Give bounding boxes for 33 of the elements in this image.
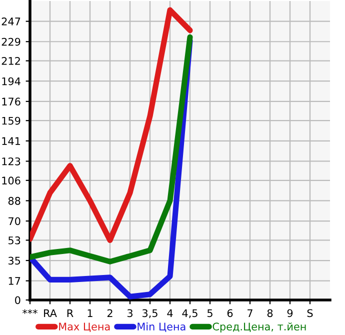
x-tick-label: 8 (267, 309, 273, 318)
y-tick-label: 88 (8, 196, 20, 205)
y-tick-label: 70 (8, 217, 20, 226)
x-tick-label: 4,5 (182, 309, 198, 318)
y-tick-label: 176 (2, 98, 20, 106)
y-tick-label: 159 (2, 116, 20, 125)
y-tick-label: 17 (8, 277, 20, 285)
y-tick-label: 247 (2, 18, 20, 26)
x-tick-label: S (307, 309, 313, 318)
y-tick-label: 212 (2, 57, 20, 65)
y-tick-label: 53 (8, 236, 20, 244)
x-tick-label: 5 (207, 309, 212, 318)
x-tick-label: 3,5 (142, 309, 158, 318)
x-tick-label: *** (22, 309, 38, 314)
legend-label: Min Цена (138, 322, 186, 332)
x-tick-label: 1 (88, 309, 92, 317)
y-tick-label: 194 (2, 77, 20, 86)
y-tick-label: 106 (2, 176, 20, 185)
x-tick-label: 2 (107, 309, 112, 317)
legend-label: Сред.Цена, т.йен (212, 322, 306, 333)
y-tick-label: 141 (2, 137, 20, 145)
x-tick-label: 7 (248, 309, 252, 317)
legend-label: Max Цена (59, 322, 110, 332)
x-tick-label: 6 (227, 309, 233, 318)
x-tick-label: 3 (127, 309, 132, 318)
x-tick-label: R (67, 309, 74, 317)
y-tick-label: 0 (15, 296, 20, 304)
y-tick-label: 123 (2, 157, 20, 166)
x-tick-label: 4 (167, 309, 173, 317)
x-tick-label: RA (44, 309, 57, 317)
x-tick-label: 9 (287, 309, 293, 318)
y-tick-label: 229 (2, 38, 20, 46)
y-tick-label: 35 (8, 256, 20, 265)
